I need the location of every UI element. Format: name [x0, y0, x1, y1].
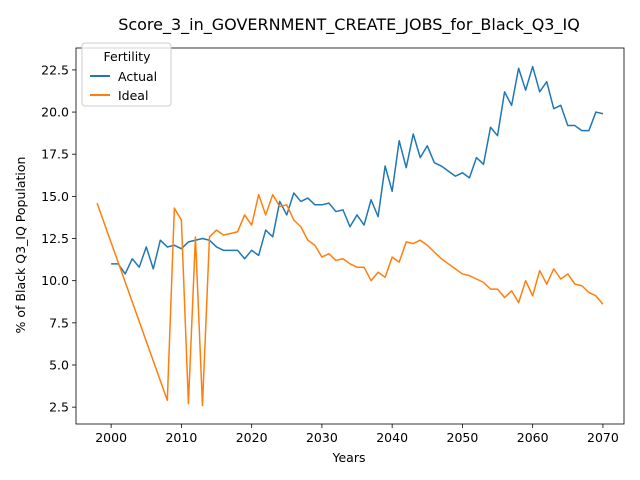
legend-label-ideal: Ideal: [118, 88, 148, 103]
y-tick-label: 20.0: [41, 105, 69, 120]
x-tick-label: 2000: [95, 430, 127, 445]
plot-area: [75, 47, 625, 425]
series-line-actual: [111, 65, 604, 275]
legend: Fertility Actual Ideal: [81, 42, 172, 107]
y-tick-label: 22.5: [41, 62, 69, 77]
series-line-ideal: [96, 193, 604, 407]
x-tick-label: 2050: [447, 430, 479, 445]
x-axis: 2000 2010 2020 2030 2040 2050 2060 2070: [95, 424, 619, 445]
x-tick-label: 2070: [587, 430, 619, 445]
chart-title: Score_3_in_GOVERNMENT_CREATE_JOBS_for_Bl…: [118, 15, 580, 35]
x-tick-label: 2040: [376, 430, 408, 445]
x-axis-title: Years: [332, 450, 366, 465]
y-tick-label: 7.5: [49, 315, 69, 330]
y-tick-label: 10.0: [41, 273, 69, 288]
y-axis: 2.5 5.0 7.5 10.0 12.5 15.0 17.5 20.0 22.5: [41, 62, 76, 415]
x-tick-label: 2060: [517, 430, 549, 445]
x-tick-label: 2010: [165, 430, 197, 445]
y-tick-label: 17.5: [41, 147, 69, 162]
y-tick-label: 12.5: [41, 231, 69, 246]
plot-frame: [75, 47, 625, 425]
x-tick-label: 2020: [236, 430, 268, 445]
y-tick-label: 5.0: [49, 357, 69, 372]
y-axis-title: % of Black Q3_IQ Population: [13, 157, 28, 334]
legend-label-actual: Actual: [118, 69, 157, 84]
x-tick-label: 2030: [306, 430, 338, 445]
y-tick-label: 15.0: [41, 189, 69, 204]
legend-box: [81, 42, 172, 107]
legend-title: Fertility: [104, 49, 152, 64]
y-tick-label: 2.5: [49, 400, 69, 415]
